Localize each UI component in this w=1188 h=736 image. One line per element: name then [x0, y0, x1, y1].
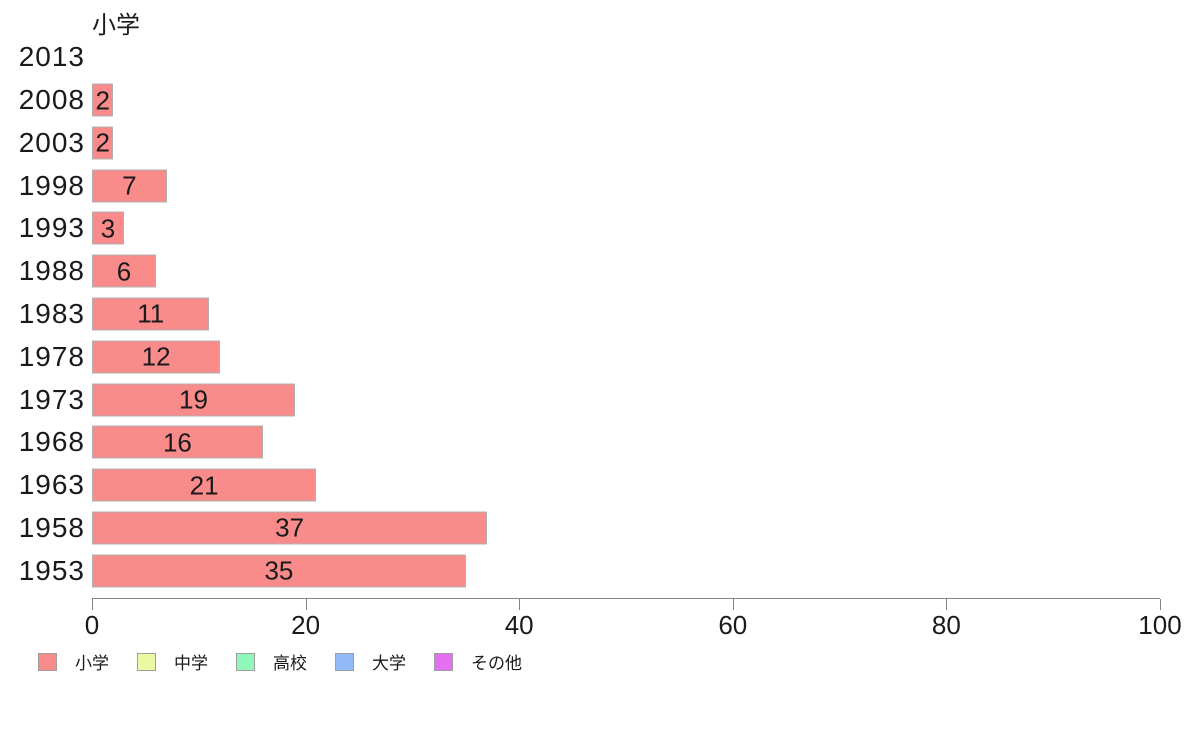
- y-axis-label: 1978: [18, 340, 85, 372]
- bar-track: 16: [92, 421, 1160, 464]
- chart-row: 1993 3: [0, 207, 1160, 250]
- chart-row: 1983 11: [0, 293, 1160, 336]
- bar-track: 6: [92, 250, 1160, 293]
- chart-row: 2013: [0, 36, 1160, 79]
- x-axis-tick: [92, 599, 93, 610]
- legend-swatch: [434, 652, 453, 671]
- legend-label: 中学: [174, 654, 208, 673]
- y-axis-label: 1968: [18, 426, 85, 458]
- y-axis-label: 2008: [18, 84, 85, 116]
- bar-track: 19: [92, 378, 1160, 421]
- legend-label: その他: [471, 654, 522, 673]
- bar-track: 11: [92, 293, 1160, 336]
- bar-track: 2: [92, 122, 1160, 165]
- bar-value-label: 3: [100, 213, 116, 244]
- legend-label: 小学: [75, 654, 109, 673]
- bar-value-label: 11: [137, 298, 165, 329]
- x-axis: 0 20 40 60 80 100: [85, 598, 1182, 641]
- bar-track: 2: [92, 79, 1160, 122]
- bar: 21: [92, 468, 317, 502]
- bar: 2: [92, 126, 114, 160]
- bar: 37: [92, 511, 488, 545]
- bar: 35: [92, 554, 466, 588]
- bar: 6: [92, 254, 157, 288]
- legend-item: 小学: [38, 649, 109, 674]
- bar: 19: [92, 383, 295, 416]
- legend-swatch: [137, 652, 156, 671]
- chart-row: 1998 7: [0, 164, 1160, 207]
- x-axis-tick: [946, 599, 948, 610]
- bar-value-label: 16: [162, 427, 192, 458]
- chart-row: 1973 19: [0, 378, 1160, 421]
- bar-value-label: 37: [275, 512, 305, 543]
- bar-value-label: 2: [95, 85, 110, 116]
- y-axis-label: 2003: [18, 126, 85, 158]
- legend-item: 中学: [137, 649, 208, 674]
- y-axis-label: 1953: [18, 554, 85, 586]
- bar-track: 21: [92, 464, 1160, 507]
- legend-item: その他: [434, 649, 522, 674]
- chart-row: 1963 21: [0, 464, 1160, 507]
- legend: 小学 中学 高校 大学 その他: [38, 649, 522, 674]
- bar-track: 3: [92, 207, 1160, 250]
- y-axis-label: 1983: [18, 297, 85, 329]
- bar: 2: [92, 83, 114, 117]
- chart-row: 1988 6: [0, 250, 1160, 293]
- bar-value-label: 6: [116, 256, 132, 287]
- bar-track: 12: [92, 335, 1160, 378]
- plot-area: 2013 2008 2 2003 2 1998 7 1993 3 1988 6 1983 11 1978 1…: [0, 36, 1160, 592]
- x-axis-tick-label: 0: [84, 610, 100, 640]
- legend-item: 大学: [335, 649, 406, 674]
- x-axis-tick: [305, 599, 307, 610]
- x-axis-tick-label: 40: [504, 610, 534, 640]
- bar-track: 7: [92, 164, 1160, 207]
- bar-track: 37: [92, 506, 1160, 549]
- y-axis-label: 1973: [18, 383, 85, 415]
- y-axis-label: 1988: [18, 255, 85, 287]
- y-axis-label: 1993: [18, 212, 85, 244]
- bar: 16: [92, 425, 263, 459]
- x-axis-tick: [732, 599, 734, 610]
- bar: 12: [92, 340, 221, 374]
- chart-row: 1978 12: [0, 335, 1160, 378]
- bar-track: 35: [92, 549, 1160, 592]
- bar-value-label: 2: [95, 127, 110, 158]
- chart-row: 1968 16: [0, 421, 1160, 464]
- bar-value-label: 7: [122, 170, 137, 201]
- bar: 7: [92, 169, 167, 203]
- y-axis-label: 1958: [18, 511, 85, 543]
- y-axis-label: 1998: [18, 169, 85, 201]
- legend-item: 高校: [236, 649, 307, 674]
- y-axis-label: 2013: [18, 41, 85, 73]
- bar-value-label: 21: [189, 470, 219, 501]
- x-axis-tick-label: 100: [1138, 610, 1182, 640]
- legend-swatch: [38, 652, 57, 671]
- legend-swatch: [335, 652, 354, 671]
- x-axis-tick: [1160, 599, 1161, 610]
- chart-row: 1953 35: [0, 549, 1160, 592]
- chart-title: 小学: [92, 12, 140, 39]
- legend-label: 大学: [372, 654, 406, 673]
- bar: 3: [92, 211, 125, 245]
- bar-value-label: 12: [141, 341, 171, 372]
- y-axis-label: 1963: [18, 469, 85, 501]
- legend-label: 高校: [273, 654, 307, 673]
- bar-value-label: 19: [178, 384, 208, 415]
- x-axis-tick-label: 80: [931, 610, 961, 640]
- bar-value-label: 35: [264, 555, 294, 586]
- bar-track: [92, 36, 1160, 79]
- legend-swatch: [236, 652, 255, 671]
- bar: 11: [92, 297, 210, 331]
- x-axis-tick: [519, 599, 521, 610]
- chart-row: 2008 2: [0, 79, 1160, 122]
- x-axis-tick-label: 20: [291, 610, 321, 640]
- x-axis-tick-label: 60: [718, 610, 748, 640]
- chart-row: 2003 2: [0, 122, 1160, 165]
- chart-row: 1958 37: [0, 506, 1160, 549]
